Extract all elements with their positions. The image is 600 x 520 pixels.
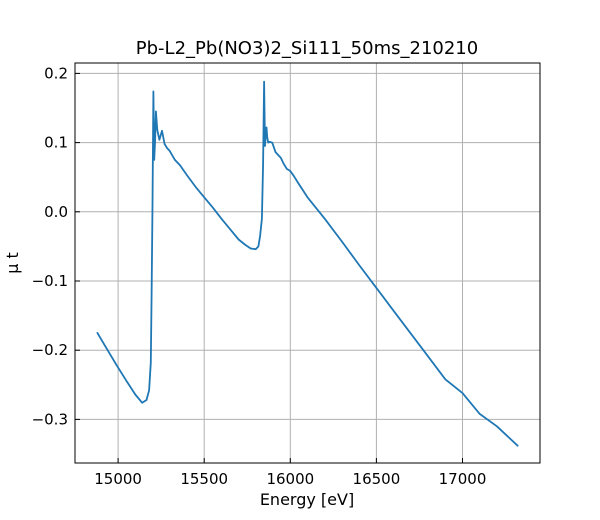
x-tick-label: 15500 [180, 470, 228, 488]
x-tick-label: 17000 [439, 470, 487, 488]
y-tick-label: −0.1 [32, 272, 68, 290]
y-tick-label: 0.0 [44, 203, 68, 221]
chart-title: Pb-L2_Pb(NO3)2_Si111_50ms_210210 [136, 38, 478, 59]
x-axis-label: Energy [eV] [260, 490, 354, 509]
y-tick-label: −0.2 [32, 341, 68, 359]
y-tick-label: −0.3 [32, 410, 68, 428]
plot-frame [74, 62, 541, 464]
y-tick-label: 0.1 [44, 134, 68, 152]
axis-ticks: 15000 15500 16000 16500 17000 −0.3 −0.2 −0.1 0.0… [32, 64, 487, 488]
x-tick-label: 15000 [94, 470, 142, 488]
y-tick-label: 0.2 [44, 64, 68, 82]
grid-lines [75, 63, 540, 463]
y-axis-label: μ t [3, 252, 22, 274]
x-tick-label: 16500 [353, 470, 401, 488]
series-line [96, 80, 519, 447]
x-tick-label: 16000 [266, 470, 314, 488]
